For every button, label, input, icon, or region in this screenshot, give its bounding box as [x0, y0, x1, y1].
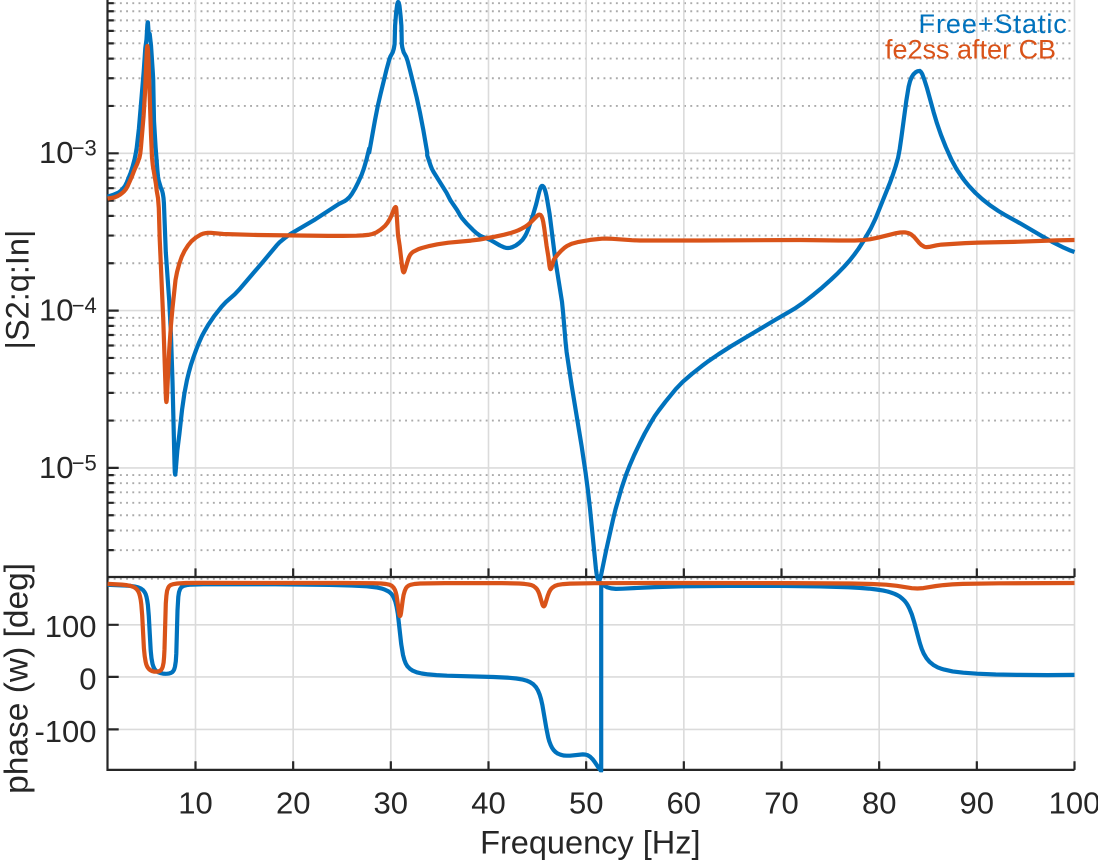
svg-text:90: 90 [960, 785, 994, 820]
svg-text:0: 0 [79, 661, 96, 696]
svg-text:70: 70 [764, 785, 798, 820]
svg-text:10: 10 [39, 293, 73, 328]
svg-text:phase (w) [deg]: phase (w) [deg] [0, 563, 36, 794]
svg-text:10: 10 [178, 785, 212, 820]
svg-text:-100: -100 [34, 714, 96, 749]
svg-text:Free+Static: Free+Static [919, 9, 1068, 39]
svg-text:10: 10 [39, 450, 73, 485]
svg-text:100: 100 [1049, 785, 1098, 820]
svg-text:−4: −4 [72, 293, 97, 318]
svg-text:100: 100 [45, 609, 97, 644]
svg-text:|S2:q:In|: |S2:q:In| [0, 230, 36, 350]
svg-text:10: 10 [39, 135, 73, 170]
svg-text:−5: −5 [72, 450, 97, 475]
svg-text:50: 50 [569, 785, 603, 820]
svg-text:40: 40 [471, 785, 505, 820]
svg-text:30: 30 [374, 785, 408, 820]
svg-text:20: 20 [276, 785, 310, 820]
svg-text:80: 80 [862, 785, 896, 820]
svg-text:fe2ss after CB: fe2ss after CB [885, 34, 1056, 64]
svg-text:Frequency [Hz]: Frequency [Hz] [480, 825, 700, 860]
svg-text:−3: −3 [72, 136, 97, 161]
svg-text:60: 60 [667, 785, 701, 820]
